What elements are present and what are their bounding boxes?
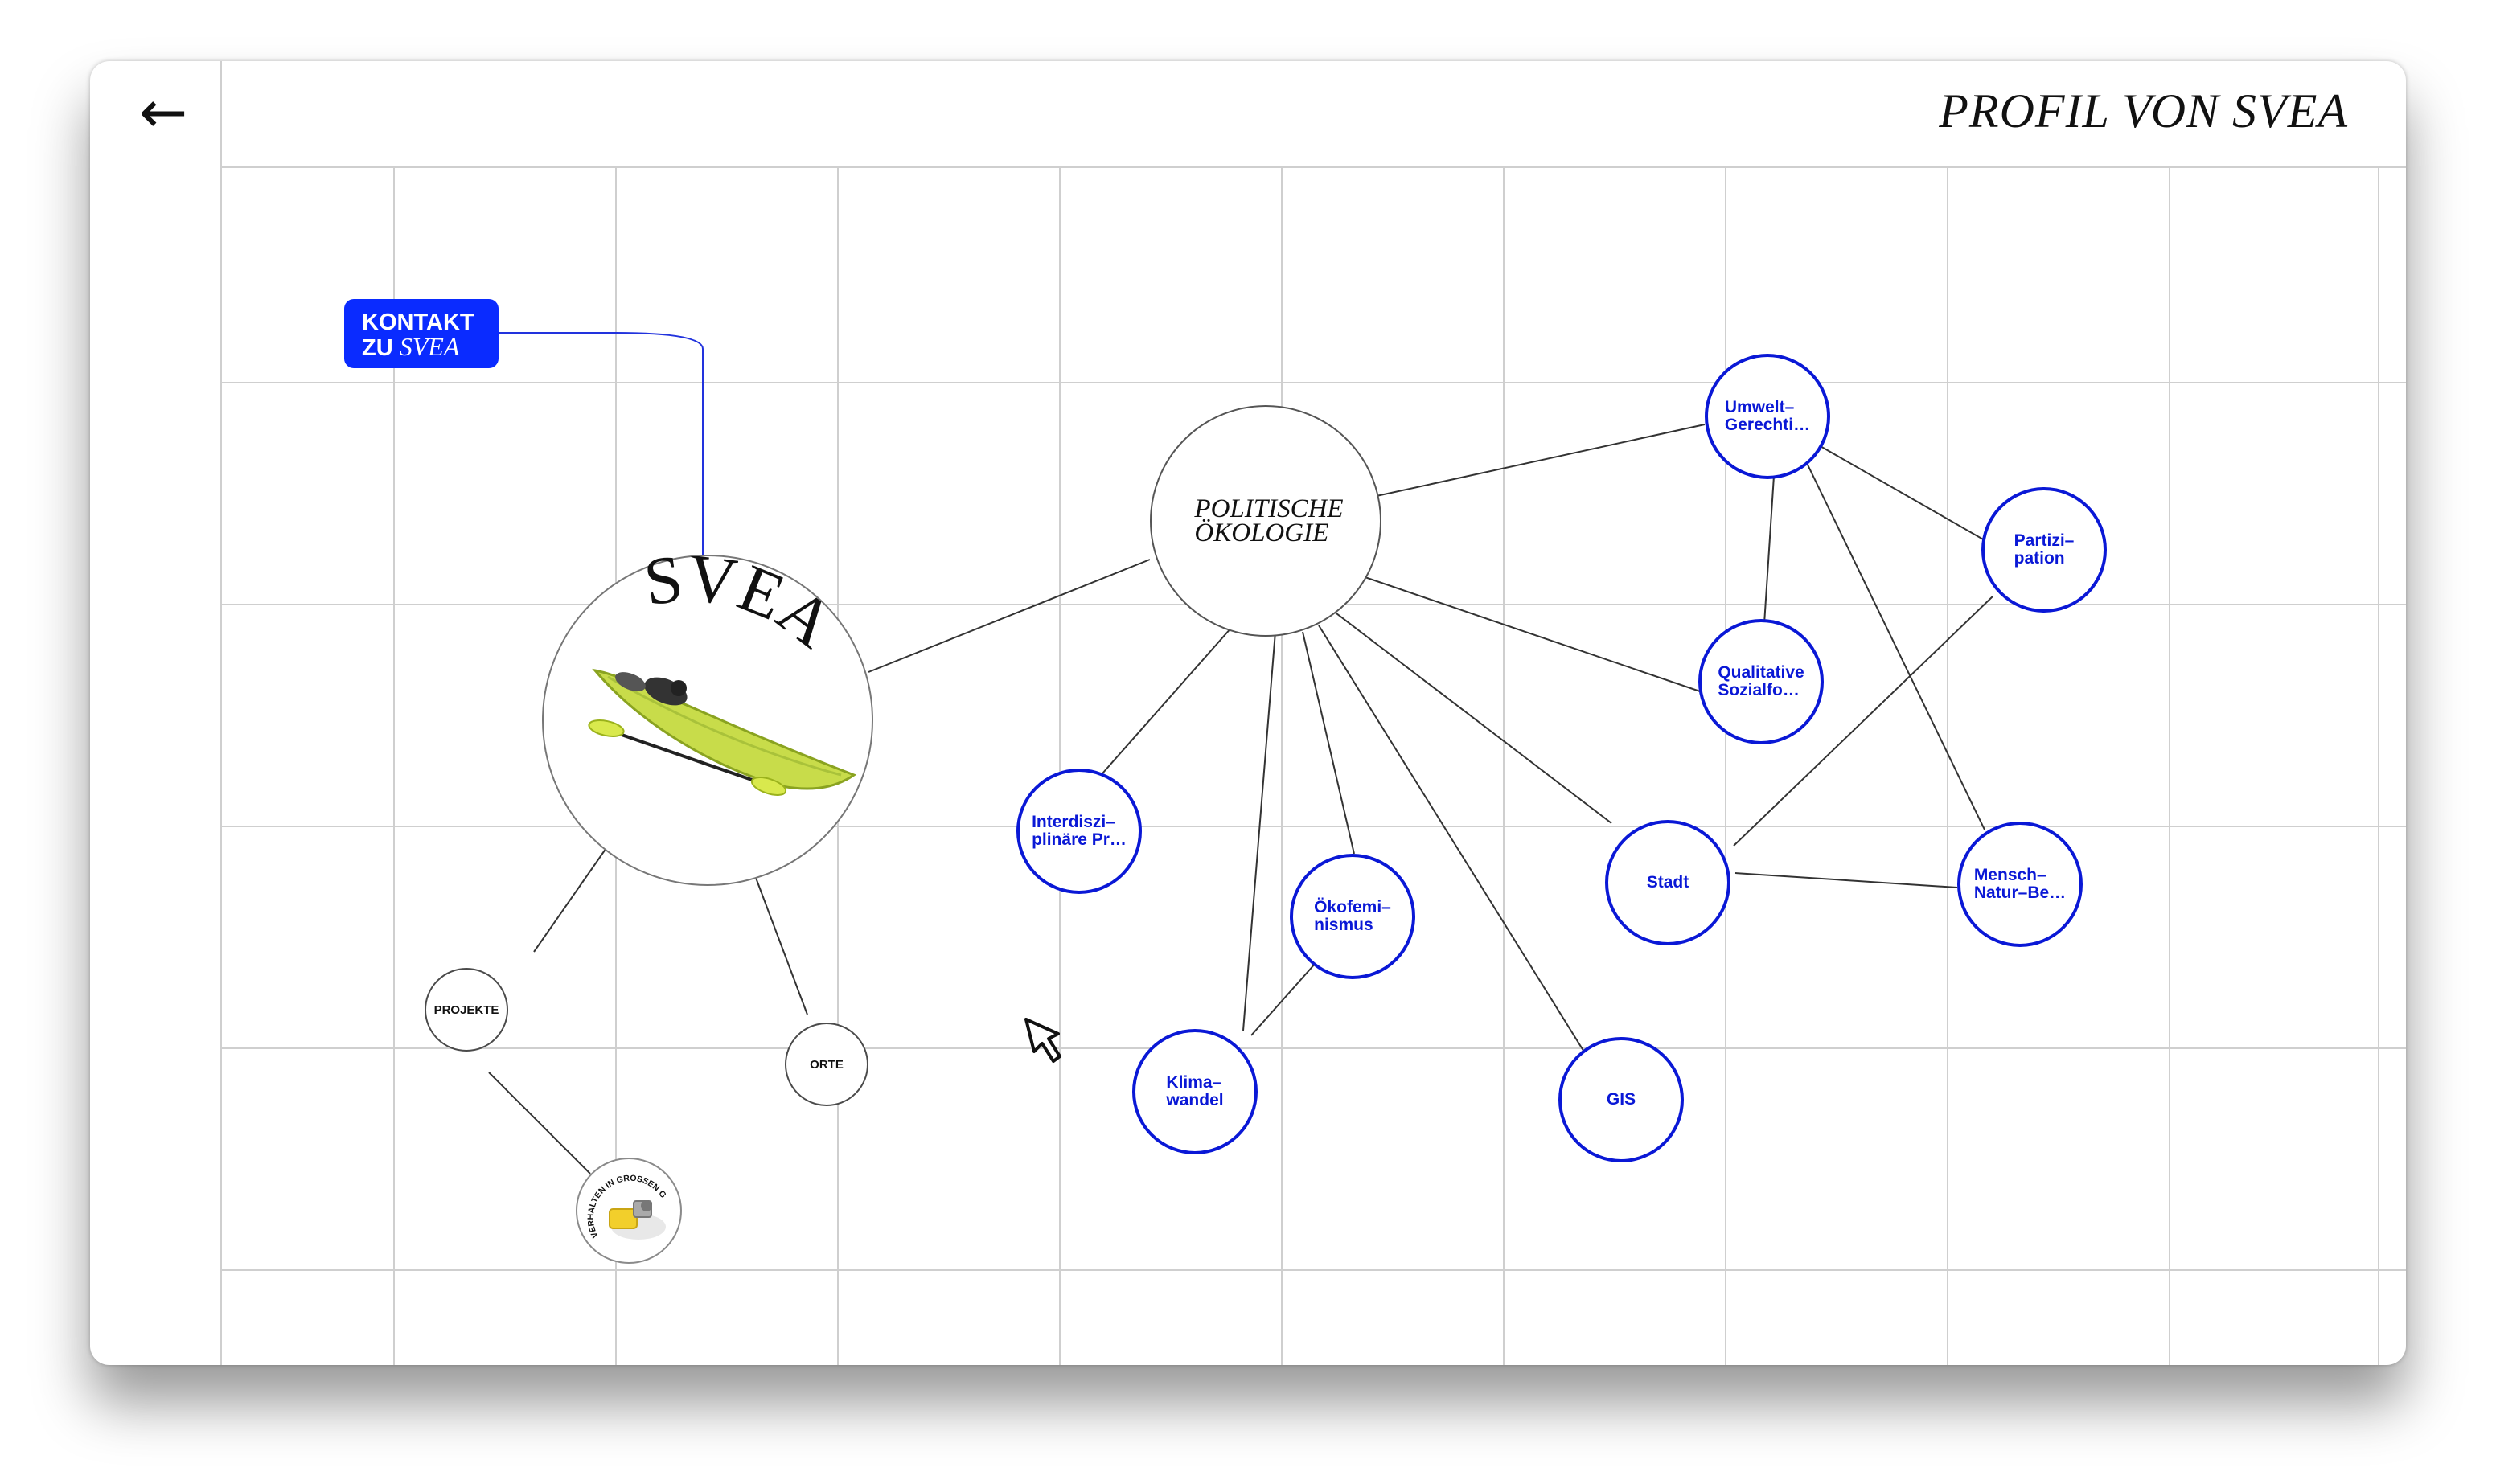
topic-klimawandel-label: Klima– wandel <box>1166 1074 1223 1109</box>
profile-name: SVEA <box>640 556 848 662</box>
topic-node-gis[interactable]: GIS <box>1558 1037 1684 1162</box>
kayak-image <box>588 668 857 796</box>
profile-name-path: SVEA <box>640 540 848 662</box>
back-button[interactable]: ← <box>138 78 188 146</box>
topic-qualitative-line2: Sozialfo… <box>1718 681 1800 699</box>
topic-node-oekofeminismus[interactable]: Ökofemi– nismus <box>1290 854 1415 979</box>
contact-name: SVEA <box>399 332 460 361</box>
topic-mensch-line1: Mensch– <box>1973 866 2046 884</box>
sidebar-divider <box>220 61 222 1365</box>
profile-node-art: SVEA <box>588 540 857 796</box>
topic-qualitative-label: Qualitative Sozialfo… <box>1718 664 1804 699</box>
topic-oekofeminismus-label: Ökofemi– nismus <box>1314 899 1391 934</box>
node-projekte[interactable]: PROJEKTE <box>425 968 508 1052</box>
node-orte[interactable]: ORTE <box>785 1023 868 1106</box>
node-projekte-label: PROJEKTE <box>433 1002 499 1017</box>
hub-node-politische-oekologie[interactable]: POLITISCHE ÖKOLOGIE <box>1150 405 1381 637</box>
topic-mensch-line2: Natur–Be… <box>1973 883 2067 902</box>
contact-connector <box>499 332 704 555</box>
hub-label-line2: ÖKOLOGIE <box>1194 519 1329 547</box>
topic-umwelt-label: Umwelt– Gerechti… <box>1725 399 1810 434</box>
page-title: PROFIL VON SVEA <box>1939 84 2348 137</box>
contact-label-line1: KONTAKT <box>362 310 474 335</box>
topic-gis-label: GIS <box>1607 1091 1636 1109</box>
graph-canvas <box>220 167 2406 1365</box>
topic-oekofeminismus-line2: nismus <box>1314 916 1373 934</box>
topic-umwelt-line1: Umwelt– <box>1724 398 1795 416</box>
topic-interdisziplinaere-line2: plinäre Pr… <box>1032 830 1127 849</box>
topic-stadt-label: Stadt <box>1647 874 1689 892</box>
topic-node-klimawandel[interactable]: Klima– wandel <box>1132 1029 1258 1154</box>
topic-qualitative-line1: Qualitative <box>1718 663 1804 682</box>
contact-label-line2: ZU SVEA <box>362 334 499 360</box>
project-thumbnail[interactable]: VERHALTEN IN GROSSEN GRUPPEN <box>576 1158 682 1264</box>
topic-mensch-label: Mensch– Natur–Be… <box>1974 867 2066 902</box>
topic-node-mensch-natur-beziehung[interactable]: Mensch– Natur–Be… <box>1957 822 2083 947</box>
mouse-cursor-icon <box>1024 1018 1061 1063</box>
profile-window: ← PROFIL VON SVEA KONTAKT ZU SVEA SVEA <box>90 61 2406 1365</box>
hub-label: POLITISCHE ÖKOLOGIE <box>1194 494 1344 547</box>
project-thumbnail-art: VERHALTEN IN GROSSEN GRUPPEN <box>577 1159 668 1240</box>
topic-node-partizipation[interactable]: Partizi– pation <box>1981 487 2107 613</box>
topic-partizipation-line2: pation <box>2014 549 2065 568</box>
graph-edges <box>488 424 1993 1174</box>
header-divider <box>220 166 2406 168</box>
topic-klimawandel-line2: wandel <box>1166 1091 1224 1109</box>
topic-partizipation-line1: Partizi– <box>2014 531 2075 550</box>
topic-node-umwelt-gerechtigkeit[interactable]: Umwelt– Gerechti… <box>1705 354 1830 479</box>
node-orte-label: ORTE <box>810 1057 844 1072</box>
topic-stadt-line1: Stadt <box>1646 873 1689 892</box>
topic-partizipation-label: Partizi– pation <box>2014 532 2075 568</box>
topic-interdisziplinaere-label: Interdiszi– plinäre Pr… <box>1032 814 1127 849</box>
topic-node-interdisziplinaere-praxis[interactable]: Interdiszi– plinäre Pr… <box>1016 769 1142 894</box>
topic-oekofeminismus-line1: Ökofemi– <box>1314 898 1391 916</box>
topic-node-qualitative-sozialforschung[interactable]: Qualitative Sozialfo… <box>1698 619 1824 744</box>
topic-klimawandel-line1: Klima– <box>1166 1073 1222 1092</box>
profile-node-svea[interactable]: SVEA <box>542 540 873 886</box>
hub-label-line1: POLITISCHE <box>1194 494 1344 523</box>
topic-interdisziplinaere-line1: Interdiszi– <box>1032 813 1115 831</box>
contact-button[interactable]: KONTAKT ZU SVEA <box>344 299 499 368</box>
topic-gis-line1: GIS <box>1606 1090 1636 1109</box>
contact-prefix: ZU <box>362 335 400 361</box>
topic-umwelt-line2: Gerechti… <box>1724 416 1811 434</box>
topic-node-stadt[interactable]: Stadt <box>1605 820 1730 945</box>
